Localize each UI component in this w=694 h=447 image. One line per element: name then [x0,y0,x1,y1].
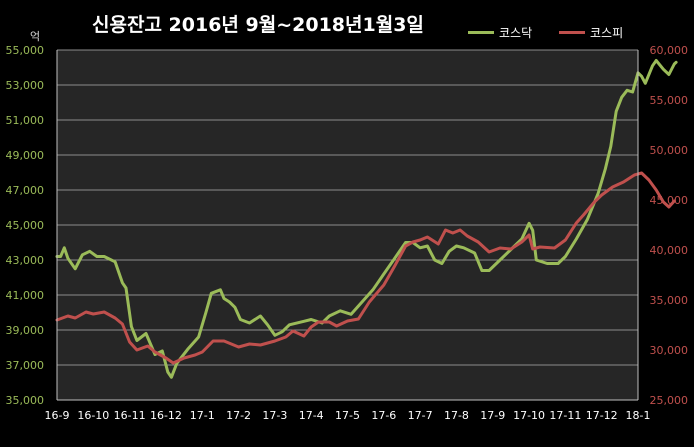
x-axis-tick-label: 16-10 [77,409,109,422]
x-axis-tick-label: 17-10 [513,409,545,422]
left-axis-tick-label: 41,000 [6,289,45,302]
x-axis-tick-label: 16-11 [114,409,146,422]
left-axis-tick-label: 53,000 [6,79,45,92]
chart-title: 신용잔고 2016년 9월~2018년1월3일 [92,14,424,36]
x-axis-tick-label: 16-9 [45,409,70,422]
left-axis-tick-label: 45,000 [6,219,45,232]
right-axis-tick-label: 40,000 [650,244,689,257]
x-axis-tick-label: 17-1 [190,409,215,422]
x-axis-tick-label: 17-5 [335,409,360,422]
x-axis-tick-label: 18-1 [626,409,651,422]
legend-label-kosdaq: 코스닥 [499,26,533,40]
right-axis-tick-label: 50,000 [650,144,689,157]
legend-swatch-kosdaq [468,31,494,34]
left-axis-tick-label: 55,000 [6,44,45,57]
legend-label-kospi: 코스피 [590,26,624,40]
x-axis-tick-label: 17-6 [371,409,396,422]
x-axis-tick-label: 17-9 [480,409,505,422]
left-axis-tick-label: 37,000 [6,359,45,372]
x-axis-tick-label: 16-12 [150,409,182,422]
legend-item-kospi: 코스피 [559,24,623,41]
series-line-kospi [55,171,676,365]
right-axis-tick-label: 55,000 [650,94,689,107]
right-axis-tick-label: 25,000 [650,394,689,407]
x-axis-tick-label: 17-3 [262,409,287,422]
x-axis-tick-label: 17-4 [299,409,324,422]
series-line-kosdaq [55,59,678,379]
x-axis-tick-label: 17-8 [444,409,469,422]
right-axis-tick-label: 60,000 [650,44,689,57]
x-axis-tick-label: 17-12 [586,409,618,422]
x-axis-tick-label: 17-2 [226,409,251,422]
legend-swatch-kospi [559,31,585,34]
x-axis-tick-label: 17-7 [408,409,433,422]
left-axis-tick-label: 43,000 [6,254,45,267]
left-axis-unit: 억 [30,30,41,43]
x-axis-tick-label: 17-11 [549,409,581,422]
left-axis-tick-label: 51,000 [6,114,45,127]
right-axis-tick-label: 35,000 [650,294,689,307]
left-axis-tick-label: 35,000 [6,394,45,407]
left-axis-tick-label: 49,000 [6,149,45,162]
right-axis-tick-label: 30,000 [650,344,689,357]
legend-item-kosdaq: 코스닥 [468,24,532,41]
left-axis-tick-label: 39,000 [6,324,45,337]
left-axis-tick-label: 47,000 [6,184,45,197]
